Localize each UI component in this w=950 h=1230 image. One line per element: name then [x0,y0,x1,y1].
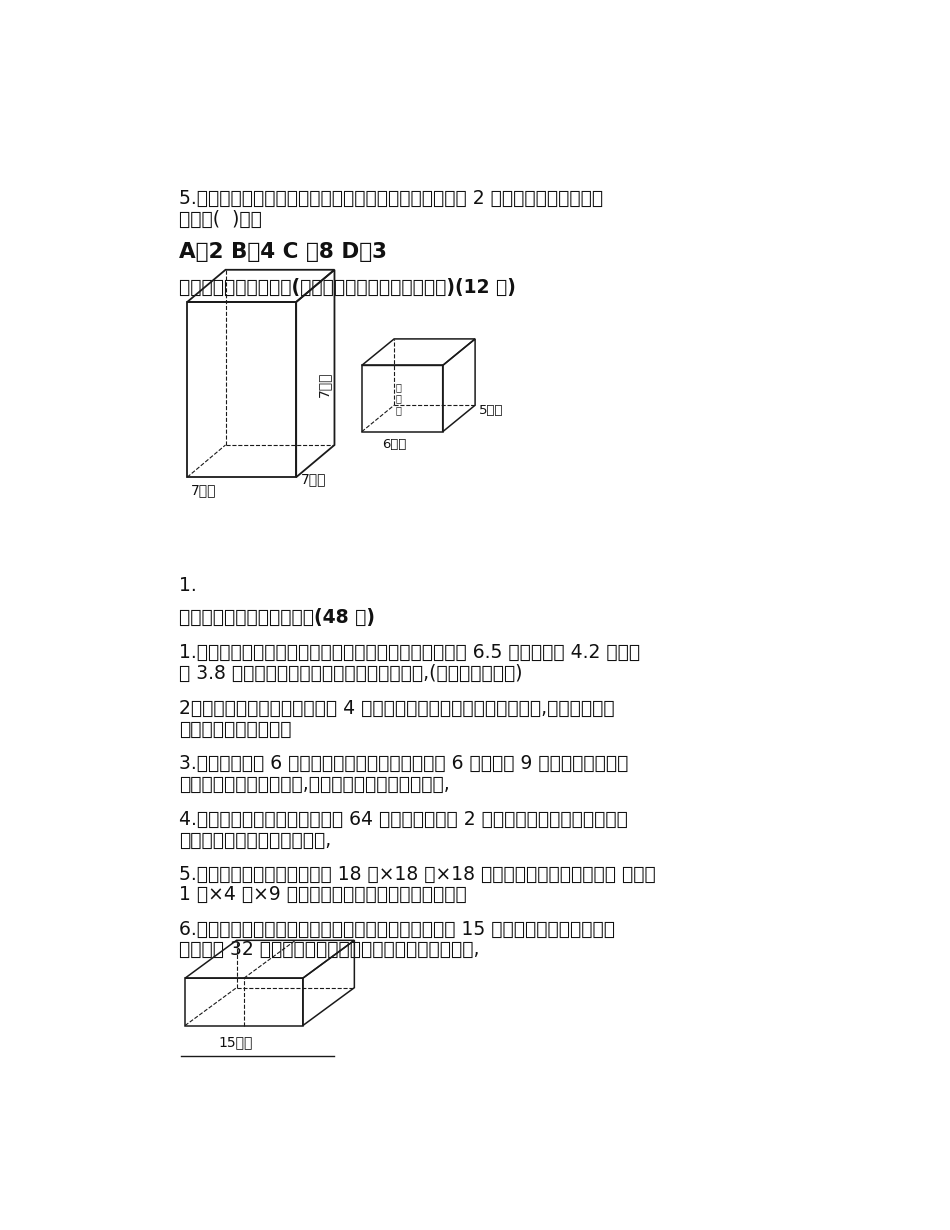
Text: 1.用硬纸板做一个长方体的无盖的水果包装盒，它的长是 6.5 分米，宽是 4.2 分米，: 1.用硬纸板做一个长方体的无盖的水果包装盒，它的长是 6.5 分米，宽是 4.2… [180,643,640,662]
Text: 15分米: 15分米 [218,1034,253,1049]
Text: 7厘米: 7厘米 [191,483,217,497]
Text: 5.一个集装箱，它的内尺寸是 18 米×18 米×18 米。现有一批货箱，它的外 尺寸是: 5.一个集装箱，它的内尺寸是 18 米×18 米×18 米。现有一批货箱，它的外… [180,865,655,883]
Text: 高 3.8 分米，至少要用多少平方分米的硬纸板,(接头处忽略不计): 高 3.8 分米，至少要用多少平方分米的硬纸板,(接头处忽略不计) [180,664,522,683]
Text: 四、我是计算小能手。(求出下列图形的表面积和体积)(12 分): 四、我是计算小能手。(求出下列图形的表面积和体积)(12 分) [180,278,516,298]
Text: 7厘米: 7厘米 [317,371,332,396]
Text: 1 米×4 米×9 米。问这个集装箱能装多少个货箱，: 1 米×4 米×9 米。问这个集装箱能装多少个货箱， [180,886,466,904]
Text: 水，能装多少升的水，: 水，能装多少升的水， [180,720,292,739]
Text: 3.把一块棱长为 6 厘米的正方体橡皮泥捏成一个长 6 厘米，宽 9 厘米的长方体，这: 3.把一块棱长为 6 厘米的正方体橡皮泥捏成一个长 6 厘米，宽 9 厘米的长方… [180,754,629,772]
Text: 方体的(  )倍。: 方体的( )倍。 [180,210,262,229]
Text: 7厘米: 7厘米 [300,472,326,486]
Text: 个长方体的高是多少厘米,捏成的长方体的体积有多大,: 个长方体的高是多少厘米,捏成的长方体的体积有多大, [180,775,450,793]
Text: 2．一个正方体的木箱，棱长是 4 分米，它的占地面积是多少平方分米,如果用它来装: 2．一个正方体的木箱，棱长是 4 分米，它的占地面积是多少平方分米,如果用它来装 [180,699,615,718]
Text: 5分米: 5分米 [479,403,504,417]
Text: 5.长方体与正方体的底面积相等，长方体的高是正方体的 2 倍，长方体的体积是正: 5.长方体与正方体的底面积相等，长方体的高是正方体的 2 倍，长方体的体积是正 [180,189,603,208]
Text: 4.一个长方体所有棱的总长度是 64 分米，长是宽的 2 倍，高与宽相等，那么这个长: 4.一个长方体所有棱的总长度是 64 分米，长是宽的 2 倍，高与宽相等，那么这… [180,809,628,829]
Text: 五、走进生活，解决问题。(48 分): 五、走进生活，解决问题。(48 分) [180,608,375,627]
Text: 1.: 1. [180,576,197,594]
Text: 积增加了 32 平方分米，这根木料的体积是多少立方分米,: 积增加了 32 平方分米，这根木料的体积是多少立方分米, [180,940,480,959]
Text: 方体的表面积和体积各是多少,: 方体的表面积和体积各是多少, [180,830,332,850]
Text: A、2 B、4 C 、8 D、3: A、2 B、4 C 、8 D、3 [180,242,387,262]
Text: 6.下图是一个横截面为正方形的长方体木料，它的长是 15 分米，沿虚线切开后表面: 6.下图是一个横截面为正方形的长方体木料，它的长是 15 分米，沿虚线切开后表面 [180,920,615,938]
Text: 6分米: 6分米 [382,438,407,451]
Text: 宽
分
米: 宽 分 米 [395,383,401,416]
